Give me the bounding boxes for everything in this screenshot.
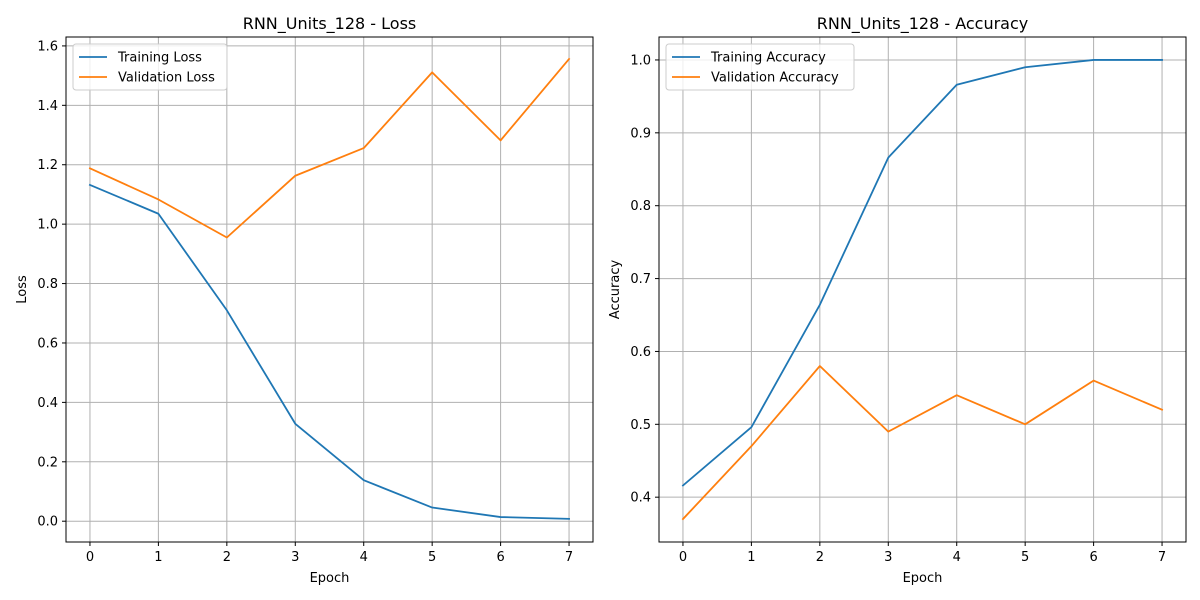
loss-y-tick-label: 0.6 [37,336,58,351]
accuracy-x-axis-label: Epoch [903,571,943,586]
accuracy-x-tick-label: 4 [953,550,961,565]
loss-axes-frame [65,36,594,543]
loss-x-ticks: 0 1 2 3 4 5 6 7 [86,542,573,565]
accuracy-x-tick-label: 1 [747,550,755,565]
accuracy-legend: Training Accuracy Validation Accuracy [665,43,855,91]
accuracy-x-tick-label: 5 [1021,550,1029,565]
loss-grid [66,37,593,542]
loss-legend: Training Loss Validation Loss [72,43,228,91]
loss-x-tick-label: 1 [154,550,162,565]
accuracy-y-tick-label: 0.7 [630,272,651,287]
accuracy-y-tick-label: 0.6 [630,345,651,360]
loss-y-tick-label: 0.4 [37,396,58,411]
accuracy-y-ticks: 0.4 0.5 0.6 0.7 0.8 0.9 1.0 [630,53,659,506]
accuracy-series-line-training [681,59,1163,487]
loss-x-tick-label: 6 [496,550,504,565]
loss-y-tick-label: 1.6 [37,39,58,54]
accuracy-legend-label-validation: Validation Accuracy [711,71,839,86]
accuracy-grid [659,37,1186,542]
loss-x-tick-label: 7 [565,550,573,565]
accuracy-x-tick-label: 6 [1089,550,1097,565]
accuracy-legend-label-training: Training Accuracy [710,51,826,66]
accuracy-y-tick-label: 0.8 [630,199,651,214]
loss-x-axis-label: Epoch [310,571,350,586]
accuracy-y-axis-label: Accuracy [608,260,623,320]
accuracy-chart: 0 1 2 3 4 5 6 7 0.4 0.5 0.6 0.7 0.8 0.9 1.0 RNN_Units… [608,14,1187,586]
accuracy-series-line-validation [681,365,1164,521]
loss-chart: 0 1 2 3 4 5 6 7 0.0 0.2 0.4 0.6 0.8 1.0 1.2 1.4 1.6 RNN… [15,14,594,586]
accuracy-chart-title: RNN_Units_128 - Accuracy [817,14,1029,34]
accuracy-y-tick-label: 1.0 [630,53,651,68]
loss-x-tick-label: 2 [223,550,231,565]
accuracy-y-tick-label: 0.4 [630,491,651,506]
accuracy-x-tick-label: 7 [1158,550,1166,565]
accuracy-y-tick-label: 0.9 [630,126,651,141]
loss-series-line-training [88,183,570,520]
accuracy-x-tick-label: 3 [884,550,892,565]
accuracy-x-ticks: 0 1 2 3 4 5 6 7 [679,542,1166,565]
loss-x-tick-label: 4 [360,550,368,565]
loss-series [88,57,571,520]
loss-series-line-validation [88,57,571,239]
accuracy-series [681,59,1164,521]
loss-y-tick-label: 0.8 [37,277,58,292]
loss-y-tick-label: 1.4 [37,99,58,114]
loss-y-tick-label: 1.2 [37,158,58,173]
accuracy-x-tick-label: 0 [679,550,687,565]
loss-x-tick-label: 3 [291,550,299,565]
loss-x-tick-label: 0 [86,550,94,565]
loss-y-ticks: 0.0 0.2 0.4 0.6 0.8 1.0 1.2 1.4 1.6 [37,39,66,530]
loss-y-tick-label: 0.0 [37,515,58,530]
loss-legend-box [72,43,228,91]
loss-y-tick-label: 0.2 [37,455,58,470]
loss-chart-title: RNN_Units_128 - Loss [243,14,417,34]
loss-legend-label-training: Training Loss [117,51,202,66]
loss-x-tick-label: 5 [428,550,436,565]
accuracy-legend-box [665,43,855,91]
accuracy-axes-frame [658,36,1187,543]
loss-legend-label-validation: Validation Loss [118,71,215,86]
accuracy-x-tick-label: 2 [816,550,824,565]
loss-y-axis-label: Loss [15,275,30,304]
accuracy-y-tick-label: 0.5 [630,418,651,433]
loss-y-tick-label: 1.0 [37,218,58,233]
